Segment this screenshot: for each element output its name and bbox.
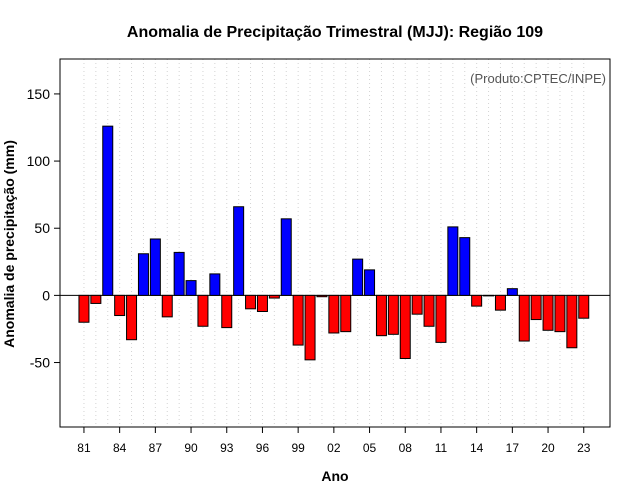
xtick-label: 08: [399, 441, 413, 455]
xtick-label: 23: [577, 441, 591, 455]
bar-2017: [506, 288, 518, 296]
xtick-label: 99: [291, 441, 305, 455]
bar-2005: [364, 269, 376, 296]
xtick-label: 20: [541, 441, 555, 455]
xtick-label: 14: [470, 441, 484, 455]
xtick-label: 05: [363, 441, 377, 455]
bar-1997: [268, 294, 280, 299]
bar-1982: [90, 294, 102, 304]
plot-frame: [59, 58, 611, 428]
bar-2023: [578, 294, 590, 319]
bar-1987: [149, 238, 161, 296]
ytick-label: 50: [34, 220, 50, 236]
bar-2012: [447, 226, 459, 296]
bar-2015: [483, 294, 495, 297]
bar-2019: [530, 294, 542, 321]
ytick-label: 0: [42, 287, 50, 303]
x-axis: 81 84 87 90 93 96 99 02 05 08 11 14 17 20 23: [77, 427, 591, 455]
xtick-label: 96: [256, 441, 270, 455]
bar-2006: [375, 294, 387, 337]
source-annotation: (Produto:CPTEC/INPE): [470, 71, 606, 86]
bar-1986: [137, 253, 149, 296]
bar-1996: [256, 294, 268, 312]
bar-2018: [518, 294, 530, 342]
bar-2014: [471, 294, 483, 307]
x-axis-label: Ano: [321, 468, 348, 484]
bar-1995: [245, 294, 257, 310]
xtick-label: 17: [506, 441, 520, 455]
bar-2008: [399, 294, 411, 360]
bar-2002: [328, 294, 340, 334]
bar-2011: [435, 294, 447, 343]
ytick-label: 100: [27, 153, 51, 169]
bar-2000: [304, 294, 316, 361]
bar-1998: [280, 218, 292, 296]
bar-2010: [423, 294, 435, 327]
bar-1994: [233, 206, 245, 296]
ytick-label: 150: [27, 86, 51, 102]
xtick-label: 84: [113, 441, 127, 455]
bar-1988: [161, 294, 173, 318]
bar-1993: [221, 294, 233, 329]
bar-2016: [494, 294, 506, 311]
bar-2022: [566, 294, 578, 349]
ytick-label: -50: [30, 355, 50, 371]
xtick-label: 87: [149, 441, 163, 455]
bar-2007: [387, 294, 399, 335]
bar-1990: [185, 280, 197, 296]
bar-1992: [209, 273, 221, 296]
y-axis: -50 0 50 100 150: [27, 86, 60, 371]
bars: [78, 125, 590, 361]
bar-2021: [554, 294, 566, 333]
bar-1991: [197, 294, 209, 327]
y-axis-label: Anomalia de precipitação (mm): [1, 140, 17, 348]
bar-2001: [316, 294, 328, 298]
bar-2004: [352, 258, 364, 296]
xtick-label: 93: [220, 441, 234, 455]
bar-1985: [126, 294, 138, 341]
bar-1981: [78, 294, 90, 323]
xtick-label: 81: [77, 441, 91, 455]
bar-2013: [459, 237, 471, 296]
bar-1989: [173, 251, 185, 296]
chart-title: Anomalia de Precipitação Trimestral (MJJ…: [127, 24, 543, 41]
bar-1983: [102, 125, 114, 296]
xtick-label: 11: [435, 441, 448, 455]
bar-2009: [411, 294, 423, 315]
bar-1984: [114, 294, 126, 317]
bar-2020: [542, 294, 554, 331]
xtick-label: 90: [184, 441, 198, 455]
xtick-label: 02: [327, 441, 341, 455]
bar-1999: [292, 294, 304, 346]
bar-2003: [340, 294, 352, 333]
